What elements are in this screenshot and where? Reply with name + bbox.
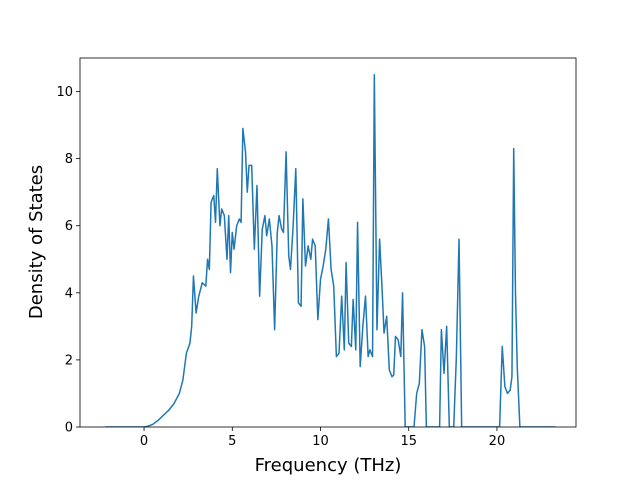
x-tick-label: 5 bbox=[228, 434, 236, 449]
x-tick-label: 10 bbox=[312, 434, 329, 449]
x-tick-label: 15 bbox=[400, 434, 417, 449]
y-tick-label: 2 bbox=[65, 353, 73, 368]
x-tick-label: 0 bbox=[140, 434, 148, 449]
y-tick-label: 8 bbox=[65, 152, 73, 167]
x-tick-label: 20 bbox=[489, 434, 506, 449]
x-axis-label: Frequency (THz) bbox=[255, 455, 402, 476]
y-tick-label: 10 bbox=[56, 85, 73, 100]
y-tick-label: 6 bbox=[65, 219, 73, 234]
line-series bbox=[105, 74, 556, 427]
y-tick-label: 4 bbox=[65, 286, 73, 301]
y-axis-label: Density of States bbox=[26, 165, 47, 319]
y-tick-label: 0 bbox=[65, 421, 73, 436]
plot-frame bbox=[79, 57, 577, 428]
